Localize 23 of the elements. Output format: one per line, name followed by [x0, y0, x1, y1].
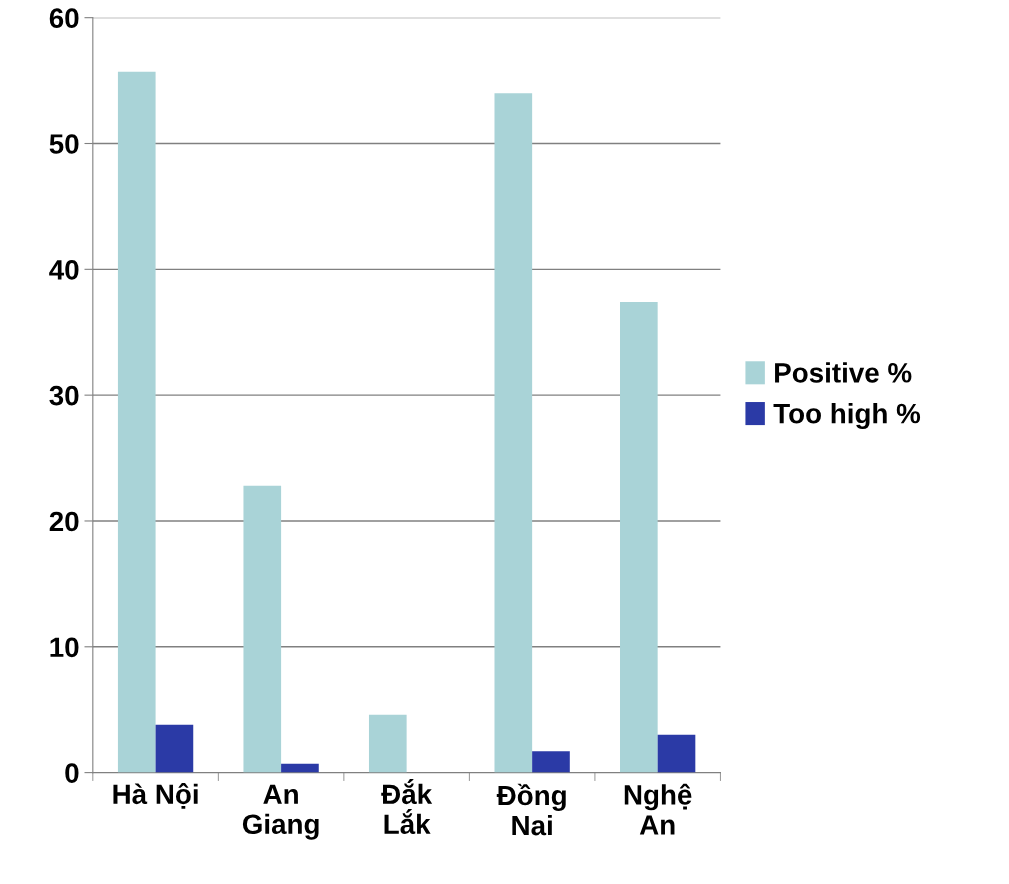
x-tick-label: Đồng Nai — [496, 783, 566, 836]
bar — [532, 751, 570, 773]
x-tick-label: An Giang — [242, 784, 319, 840]
bar — [657, 734, 696, 773]
y-tick-label: 40 — [49, 259, 79, 280]
legend-label: Too high % — [773, 403, 921, 430]
y-tick-label: 0 — [65, 763, 79, 783]
x-tick-label: Đắk Lắk — [381, 779, 433, 835]
bar — [155, 724, 194, 773]
y-tick-label: 50 — [49, 134, 79, 154]
y-tick-label: 10 — [50, 637, 79, 658]
x-tick-label: Hà Nội — [113, 783, 198, 809]
bar — [117, 71, 156, 773]
y-tick-label: 60 — [49, 8, 79, 29]
x-tick-label: Nghệ An — [624, 783, 692, 835]
bar — [620, 302, 658, 773]
bar — [243, 485, 282, 773]
legend-label: Positive % — [775, 362, 912, 383]
y-tick-label: 30 — [49, 385, 79, 406]
y-tick-label: 20 — [49, 511, 79, 532]
bar — [368, 714, 407, 773]
bar — [281, 763, 319, 773]
bar — [494, 93, 533, 773]
